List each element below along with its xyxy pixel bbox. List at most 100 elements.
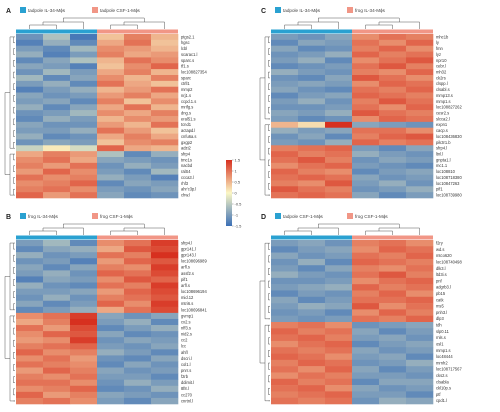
heatmap-cell (325, 139, 353, 146)
gene-label: mmp1.s (436, 99, 451, 104)
heatmap-cell (97, 276, 125, 283)
heatmap-cell (271, 309, 299, 316)
heatmap-cell (151, 192, 179, 199)
heatmap-cell (271, 353, 299, 361)
heatmap-cell (97, 57, 125, 64)
heatmap-cell (325, 69, 353, 76)
heatmap-cell (43, 294, 71, 302)
panel-label: A (6, 8, 11, 15)
heatmap-cell (352, 252, 380, 260)
gene-label: nid2.s (181, 332, 192, 337)
heatmap-cell (43, 331, 71, 338)
heatmap-cell (97, 343, 125, 350)
heatmap-cell (70, 331, 98, 338)
heatmap-cell (124, 379, 152, 387)
heatmap-cell (43, 337, 71, 344)
heatmap-cell (16, 139, 44, 146)
color-scale-tick-label: 1 (235, 168, 238, 173)
heatmap-cell (352, 151, 380, 158)
heatmap-cell (298, 186, 326, 193)
heatmap-cell (298, 57, 326, 64)
heatmap-cell (298, 328, 326, 335)
legend-swatch-a (275, 213, 281, 219)
panel-label: C (261, 8, 266, 15)
heatmap-cell (352, 168, 380, 175)
gene-label: dng.s (181, 110, 191, 115)
heatmap-cell (43, 174, 71, 181)
heatmap-cell (70, 63, 98, 70)
heatmap-cell (352, 322, 380, 329)
heatmap-cell (352, 104, 380, 111)
heatmap-cell (16, 75, 44, 82)
heatmap-cell (97, 39, 125, 47)
gene-label: cesr2.s (436, 110, 449, 115)
color-scale-bar (226, 160, 232, 226)
heatmap-cell (124, 51, 152, 58)
heatmap-cell (379, 366, 407, 373)
heatmap-cell (151, 39, 179, 47)
heatmap-cell (352, 397, 380, 405)
heatmap-cell (124, 139, 152, 146)
heatmap-cell (70, 75, 98, 82)
heatmap-cell (271, 265, 299, 272)
heatmap-cell (271, 69, 299, 76)
heatmap-cell (97, 306, 125, 314)
heatmap-cell (151, 186, 179, 193)
row-labels: ptgs2.1hgsclcblscarac1.lsparc.stf1.sloc1… (181, 34, 207, 197)
heatmap-cell (325, 290, 353, 298)
heatmap-cell (271, 98, 299, 105)
heatmap-cell (379, 240, 407, 247)
heatmap-cell (271, 240, 299, 247)
gene-label: mhc1b (436, 34, 449, 39)
heatmap-cell (298, 391, 326, 398)
heatmap-cell (16, 337, 44, 344)
gene-label: ccca3.l (181, 175, 194, 180)
group-bar (271, 29, 433, 34)
heatmap-cell (379, 51, 407, 58)
gene-label: loc48444 (436, 354, 453, 359)
heatmap-cell (352, 347, 380, 354)
heatmap-cell (352, 328, 380, 335)
heatmap-cell (16, 355, 44, 362)
gene-label: osl1 (436, 341, 444, 346)
gene-label: loc108436830 (436, 134, 462, 139)
heatmap-cell (325, 80, 353, 88)
heatmap-cell (151, 174, 179, 181)
heatmap-cell (379, 63, 407, 70)
heatmap-cell (124, 168, 152, 175)
heatmap-cell (151, 373, 179, 381)
gene-label: loc108696989 (181, 259, 207, 264)
gene-label: gpr141.l (181, 247, 196, 252)
heatmap-cell (70, 361, 98, 368)
heatmap-cell (16, 145, 44, 152)
heatmap-cell (406, 353, 434, 361)
heatmap-cell (97, 252, 125, 259)
gene-label: lyz (436, 52, 441, 57)
heatmap-cell (97, 186, 125, 193)
row-labels: mhc1blyfmnlyznpr10cebr.lmh32ck2rsclspp.l… (436, 34, 462, 197)
gene-label: ly (436, 40, 440, 45)
gene-label: scarac1.l (181, 52, 197, 57)
heatmap-cell (43, 373, 71, 381)
heatmap-cell (271, 303, 299, 310)
heatmap-cell (97, 180, 125, 187)
heatmap-cell (43, 355, 71, 362)
gene-label: sfrp4 (181, 151, 191, 156)
heatmap-cell (70, 294, 98, 302)
heatmap-cell (379, 322, 407, 329)
heatmap-cell (352, 110, 380, 117)
heatmap-cell (379, 116, 407, 123)
gene-label: sparc.s (181, 58, 194, 63)
heatmap-cell (70, 151, 98, 158)
gene-label: lcbl (181, 46, 187, 51)
heatmap-cell (298, 296, 326, 304)
heatmap-cell (124, 343, 152, 350)
heatmap-cell (379, 180, 407, 187)
heatmap-cell (151, 367, 179, 374)
heatmap-cell (16, 174, 44, 181)
gene-label: adgrb3.l (436, 285, 451, 290)
heatmap-cell (271, 372, 299, 380)
heatmap-cell (298, 240, 326, 247)
heatmap-cell (325, 258, 353, 266)
gene-label: mc1.1 (436, 163, 448, 168)
